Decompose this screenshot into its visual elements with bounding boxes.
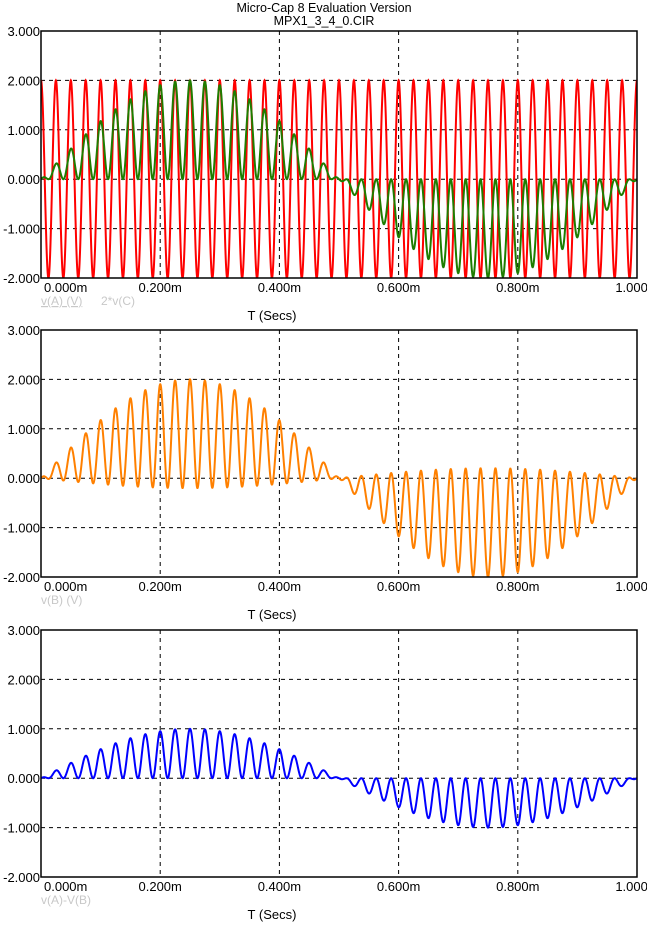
x-tick-label: 0.200m <box>139 280 182 295</box>
x-tick-label: 0.400m <box>258 879 301 894</box>
x-tick-label: 1.000m <box>615 579 647 594</box>
x-tick-label: 0.200m <box>139 579 182 594</box>
x-tick-label: 0.600m <box>377 579 420 594</box>
chart-3: 3.000 2.000 1.000 0.000 -1.000 -2.000 0.000m 0.… <box>3 623 647 922</box>
y-tick-label: 2.000 <box>7 372 40 387</box>
series-line-v-a-v-b- <box>41 727 637 829</box>
chart-1: 3.000 2.000 1.000 0.000 -1.000 -2.000 0.000m 0.… <box>3 24 647 323</box>
window-title: Micro-Cap 8 Evaluation Version <box>236 1 411 15</box>
y-tick-label: 3.000 <box>7 623 40 638</box>
y-tick-label: 1.000 <box>7 722 40 737</box>
y-tick-label: -1.000 <box>3 521 40 536</box>
plot-frame <box>40 629 638 878</box>
y-tick-label: -2.000 <box>3 570 40 585</box>
x-tick-label: 0.600m <box>377 879 420 894</box>
y-tick-label: 3.000 <box>7 323 40 338</box>
y-tick-label: 3.000 <box>7 24 40 39</box>
y-tick-label: 2.000 <box>7 73 40 88</box>
x-tick-label: 0.400m <box>258 579 301 594</box>
x-tick-label: 1.000m <box>615 879 647 894</box>
x-tick-label: 0.800m <box>496 579 539 594</box>
x-tick-label: 0.200m <box>139 879 182 894</box>
plot-frame <box>40 329 638 578</box>
x-tick-label: 0.600m <box>377 280 420 295</box>
x-axis-label: T (Secs) <box>248 907 297 922</box>
legend-entry[interactable]: v(A)-V(B) <box>41 893 91 907</box>
series-line-v-b-v- <box>41 378 637 577</box>
y-tick-label: -1.000 <box>3 821 40 836</box>
circuit-filename: MPX1_3_4_0.CIR <box>274 14 375 28</box>
x-tick-label: 0.000m <box>44 280 87 295</box>
chart-2: 3.000 2.000 1.000 0.000 -1.000 -2.000 0.000m 0.… <box>3 323 647 622</box>
x-axis-label: T (Secs) <box>248 607 297 622</box>
legend-entry[interactable]: v(A) (V) <box>41 294 82 308</box>
y-tick-label: 1.000 <box>7 123 40 138</box>
y-tick-label: 0.000 <box>7 172 40 187</box>
y-tick-label: -2.000 <box>3 870 40 885</box>
plot-frame <box>40 30 638 279</box>
legend-entry[interactable]: v(B) (V) <box>41 593 82 607</box>
x-tick-label: 0.000m <box>44 879 87 894</box>
series-line-2-v-c- <box>41 79 637 278</box>
y-tick-label: 2.000 <box>7 672 40 687</box>
x-tick-label: 0.800m <box>496 280 539 295</box>
y-tick-label: 0.000 <box>7 471 40 486</box>
x-tick-label: 0.800m <box>496 879 539 894</box>
legend-entry[interactable]: 2*v(C) <box>101 294 135 308</box>
x-axis-label: T (Secs) <box>248 308 297 323</box>
series-line-v-a-v- <box>41 78 637 278</box>
x-tick-label: 0.400m <box>258 280 301 295</box>
x-tick-label: 1.000m <box>615 280 647 295</box>
y-tick-label: 1.000 <box>7 422 40 437</box>
y-tick-label: -1.000 <box>3 222 40 237</box>
x-tick-label: 0.000m <box>44 579 87 594</box>
y-tick-label: 0.000 <box>7 771 40 786</box>
y-tick-label: -2.000 <box>3 271 40 286</box>
